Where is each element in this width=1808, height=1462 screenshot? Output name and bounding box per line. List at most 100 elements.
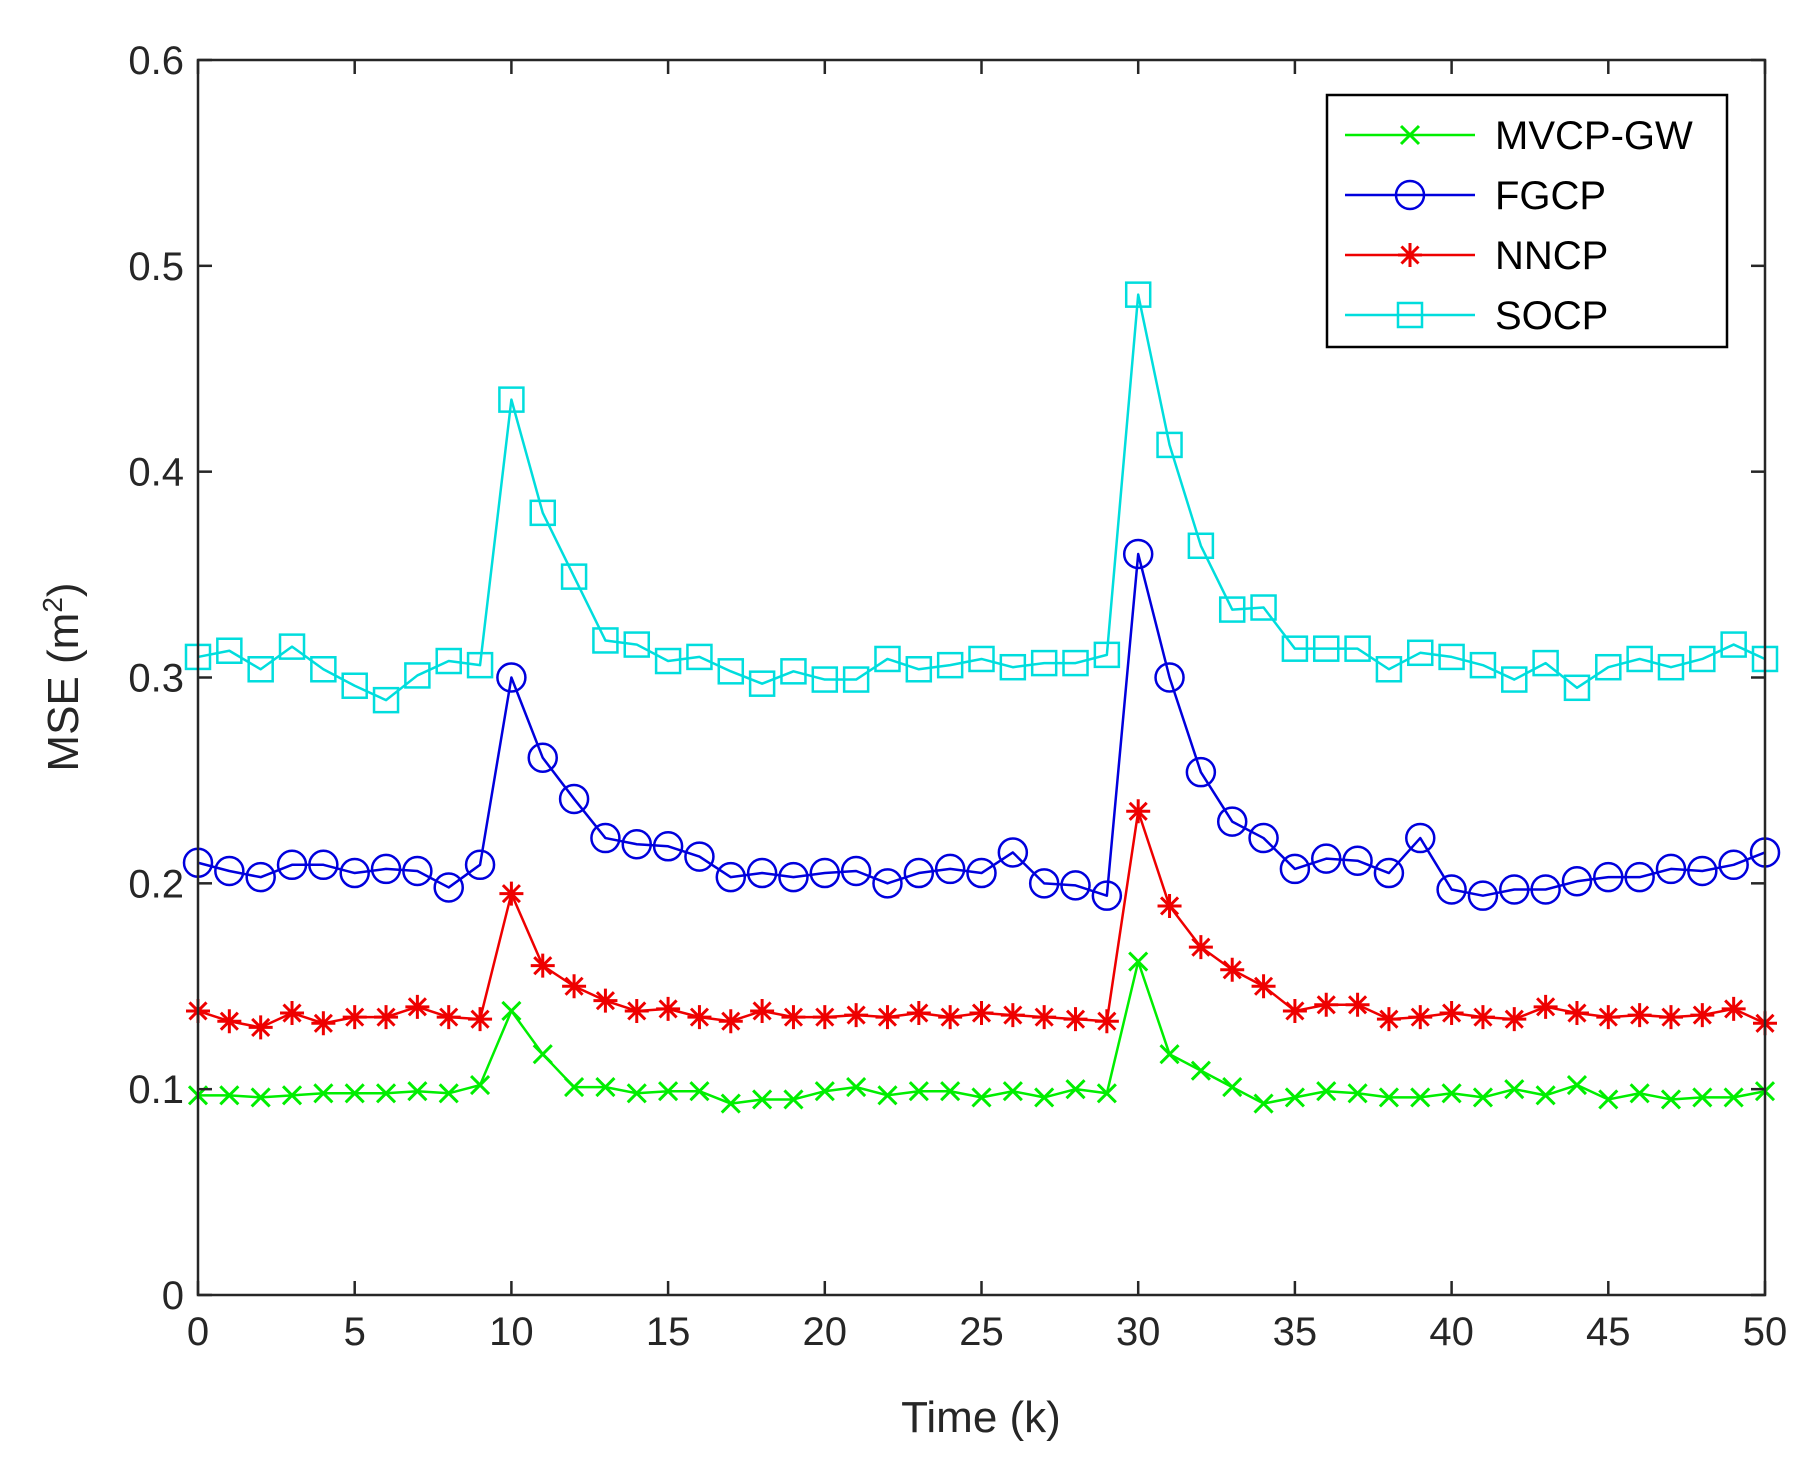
data-point-nncp: [687, 1005, 712, 1030]
data-point-socp: [874, 645, 901, 673]
data-point-nncp: [1596, 1005, 1621, 1030]
data-point-mvcp-gw: [1504, 1079, 1525, 1100]
data-point-fgcp: [934, 853, 966, 885]
data-point-socp: [560, 563, 588, 590]
data-point-socp: [1469, 651, 1497, 679]
y-tick-label: 0.2: [128, 862, 184, 906]
data-point-fgcp: [1436, 874, 1467, 905]
data-point-nncp: [1533, 994, 1558, 1019]
data-point-socp: [1281, 635, 1309, 662]
data-point-fgcp: [1279, 853, 1311, 885]
data-point-socp: [1657, 653, 1685, 681]
legend-marker: [1396, 301, 1424, 329]
data-point-fgcp: [778, 861, 809, 893]
data-point-mvcp-gw: [313, 1083, 334, 1104]
data-point-mvcp-gw: [219, 1085, 240, 1106]
legend-label: MVCP-GW: [1495, 114, 1693, 158]
data-point-socp: [1250, 594, 1277, 621]
data-point-nncp: [875, 1005, 900, 1030]
data-point-fgcp: [1154, 662, 1185, 693]
data-point-socp: [748, 670, 776, 697]
series-line-socp: [197, 293, 1766, 702]
legend-entry-socp: SOCP: [1345, 294, 1608, 338]
data-point-fgcp: [1342, 845, 1373, 876]
x-tick-label: 15: [646, 1310, 691, 1354]
data-point-socp: [1030, 649, 1058, 677]
data-point-nncp: [1032, 1005, 1057, 1030]
data-point-nncp: [938, 1005, 963, 1030]
data-point-mvcp-gw: [1128, 951, 1149, 972]
y-tick-label: 0.3: [128, 657, 184, 701]
data-point-mvcp-gw: [281, 1085, 303, 1106]
x-tick-label: 5: [344, 1310, 366, 1354]
data-point-fgcp: [1718, 849, 1749, 881]
data-point-fgcp: [1499, 874, 1530, 905]
x-tick-label: 10: [489, 1310, 534, 1354]
data-point-nncp: [969, 1001, 994, 1026]
data-point-socp: [936, 651, 964, 679]
x-tick-label: 30: [1116, 1310, 1161, 1354]
data-point-socp: [1312, 635, 1340, 662]
y-axis-title-end: ): [39, 582, 88, 597]
data-point-nncp: [624, 998, 649, 1023]
data-point-mvcp-gw: [1692, 1087, 1713, 1108]
data-point-socp: [1532, 649, 1559, 677]
data-point-fgcp: [1530, 874, 1561, 905]
data-point-fgcp: [464, 849, 496, 881]
data-point-nncp: [812, 1005, 837, 1030]
data-point-nncp: [374, 1005, 399, 1030]
data-point-mvcp-gw: [1316, 1081, 1337, 1102]
data-point-fgcp: [1216, 806, 1248, 837]
data-point-mvcp-gw: [658, 1081, 679, 1102]
data-point-nncp: [1502, 1007, 1527, 1032]
data-point-mvcp-gw: [469, 1074, 491, 1096]
data-point-socp: [1124, 281, 1152, 308]
data-point-nncp: [1282, 998, 1307, 1023]
data-point-nncp: [280, 1001, 305, 1026]
data-point-fgcp: [1624, 861, 1655, 893]
data-point-fgcp: [1028, 868, 1060, 899]
data-point-socp: [216, 637, 243, 664]
y-axis-title: MSE (m2): [37, 582, 88, 771]
data-point-mvcp-gw: [532, 1044, 553, 1065]
x-tick-label: 40: [1429, 1310, 1474, 1354]
data-point-socp: [717, 658, 745, 685]
data-point-socp: [811, 666, 839, 693]
data-point-socp: [592, 627, 619, 654]
data-point-socp: [1344, 635, 1371, 662]
data-point-fgcp: [245, 861, 276, 893]
legend-marker: [1398, 243, 1422, 267]
data-point-socp: [435, 647, 462, 675]
data-point-nncp: [1094, 1009, 1119, 1034]
x-tick-label: 0: [187, 1310, 209, 1354]
data-point-fgcp: [1091, 880, 1123, 911]
data-point-mvcp-gw: [501, 1000, 522, 1022]
data-point-socp: [1218, 596, 1246, 623]
data-point-socp: [654, 647, 682, 675]
data-point-nncp: [1000, 1003, 1025, 1028]
data-point-socp: [842, 666, 870, 693]
x-tick-label: 25: [959, 1310, 1004, 1354]
legend-label: SOCP: [1495, 294, 1608, 338]
data-point-mvcp-gw: [1159, 1044, 1180, 1065]
data-point-socp: [498, 386, 525, 413]
legend-label: NNCP: [1495, 234, 1608, 278]
legend-marker: [1394, 179, 1426, 211]
data-point-mvcp-gw: [720, 1093, 741, 1114]
data-point-nncp: [1439, 1001, 1464, 1026]
data-point-mvcp-gw: [971, 1087, 992, 1108]
data-point-mvcp-gw: [1096, 1083, 1117, 1104]
data-point-socp: [1689, 645, 1716, 673]
data-point-socp: [1501, 666, 1528, 693]
data-point-mvcp-gw: [1253, 1093, 1274, 1114]
data-point-socp: [1062, 649, 1089, 677]
data-point-nncp: [1188, 935, 1213, 960]
data-point-mvcp-gw: [1222, 1077, 1243, 1098]
data-point-nncp: [342, 1005, 367, 1030]
data-point-fgcp: [1467, 880, 1499, 911]
data-point-nncp: [1157, 893, 1182, 918]
data-point-mvcp-gw: [564, 1077, 585, 1098]
data-point-nncp: [311, 1011, 336, 1036]
data-point-socp: [1720, 631, 1747, 658]
data-point-nncp: [906, 1001, 931, 1026]
